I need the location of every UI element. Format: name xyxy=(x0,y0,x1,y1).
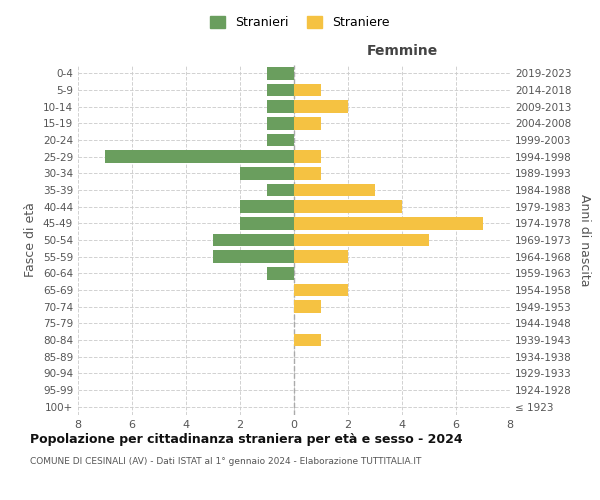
Text: Femmine: Femmine xyxy=(367,44,437,58)
Bar xyxy=(294,217,483,230)
Legend: Stranieri, Straniere: Stranieri, Straniere xyxy=(205,11,395,34)
Bar xyxy=(240,167,294,179)
Bar xyxy=(294,234,429,246)
Bar xyxy=(294,200,402,213)
Bar xyxy=(294,167,321,179)
Bar xyxy=(267,267,294,280)
Bar xyxy=(240,217,294,230)
Bar xyxy=(105,150,294,163)
Y-axis label: Anni di nascita: Anni di nascita xyxy=(578,194,591,286)
Bar xyxy=(213,250,294,263)
Bar xyxy=(294,250,348,263)
Y-axis label: Fasce di età: Fasce di età xyxy=(25,202,37,278)
Text: COMUNE DI CESINALI (AV) - Dati ISTAT al 1° gennaio 2024 - Elaborazione TUTTITALI: COMUNE DI CESINALI (AV) - Dati ISTAT al … xyxy=(30,458,421,466)
Bar xyxy=(267,100,294,113)
Text: Popolazione per cittadinanza straniera per età e sesso - 2024: Popolazione per cittadinanza straniera p… xyxy=(30,432,463,446)
Bar xyxy=(294,117,321,130)
Bar xyxy=(267,67,294,80)
Bar xyxy=(267,184,294,196)
Bar xyxy=(294,334,321,346)
Bar xyxy=(294,284,348,296)
Bar xyxy=(213,234,294,246)
Bar xyxy=(267,117,294,130)
Bar xyxy=(267,84,294,96)
Bar xyxy=(294,100,348,113)
Bar xyxy=(294,84,321,96)
Bar xyxy=(294,184,375,196)
Bar xyxy=(294,300,321,313)
Bar xyxy=(267,134,294,146)
Bar xyxy=(240,200,294,213)
Bar xyxy=(294,150,321,163)
